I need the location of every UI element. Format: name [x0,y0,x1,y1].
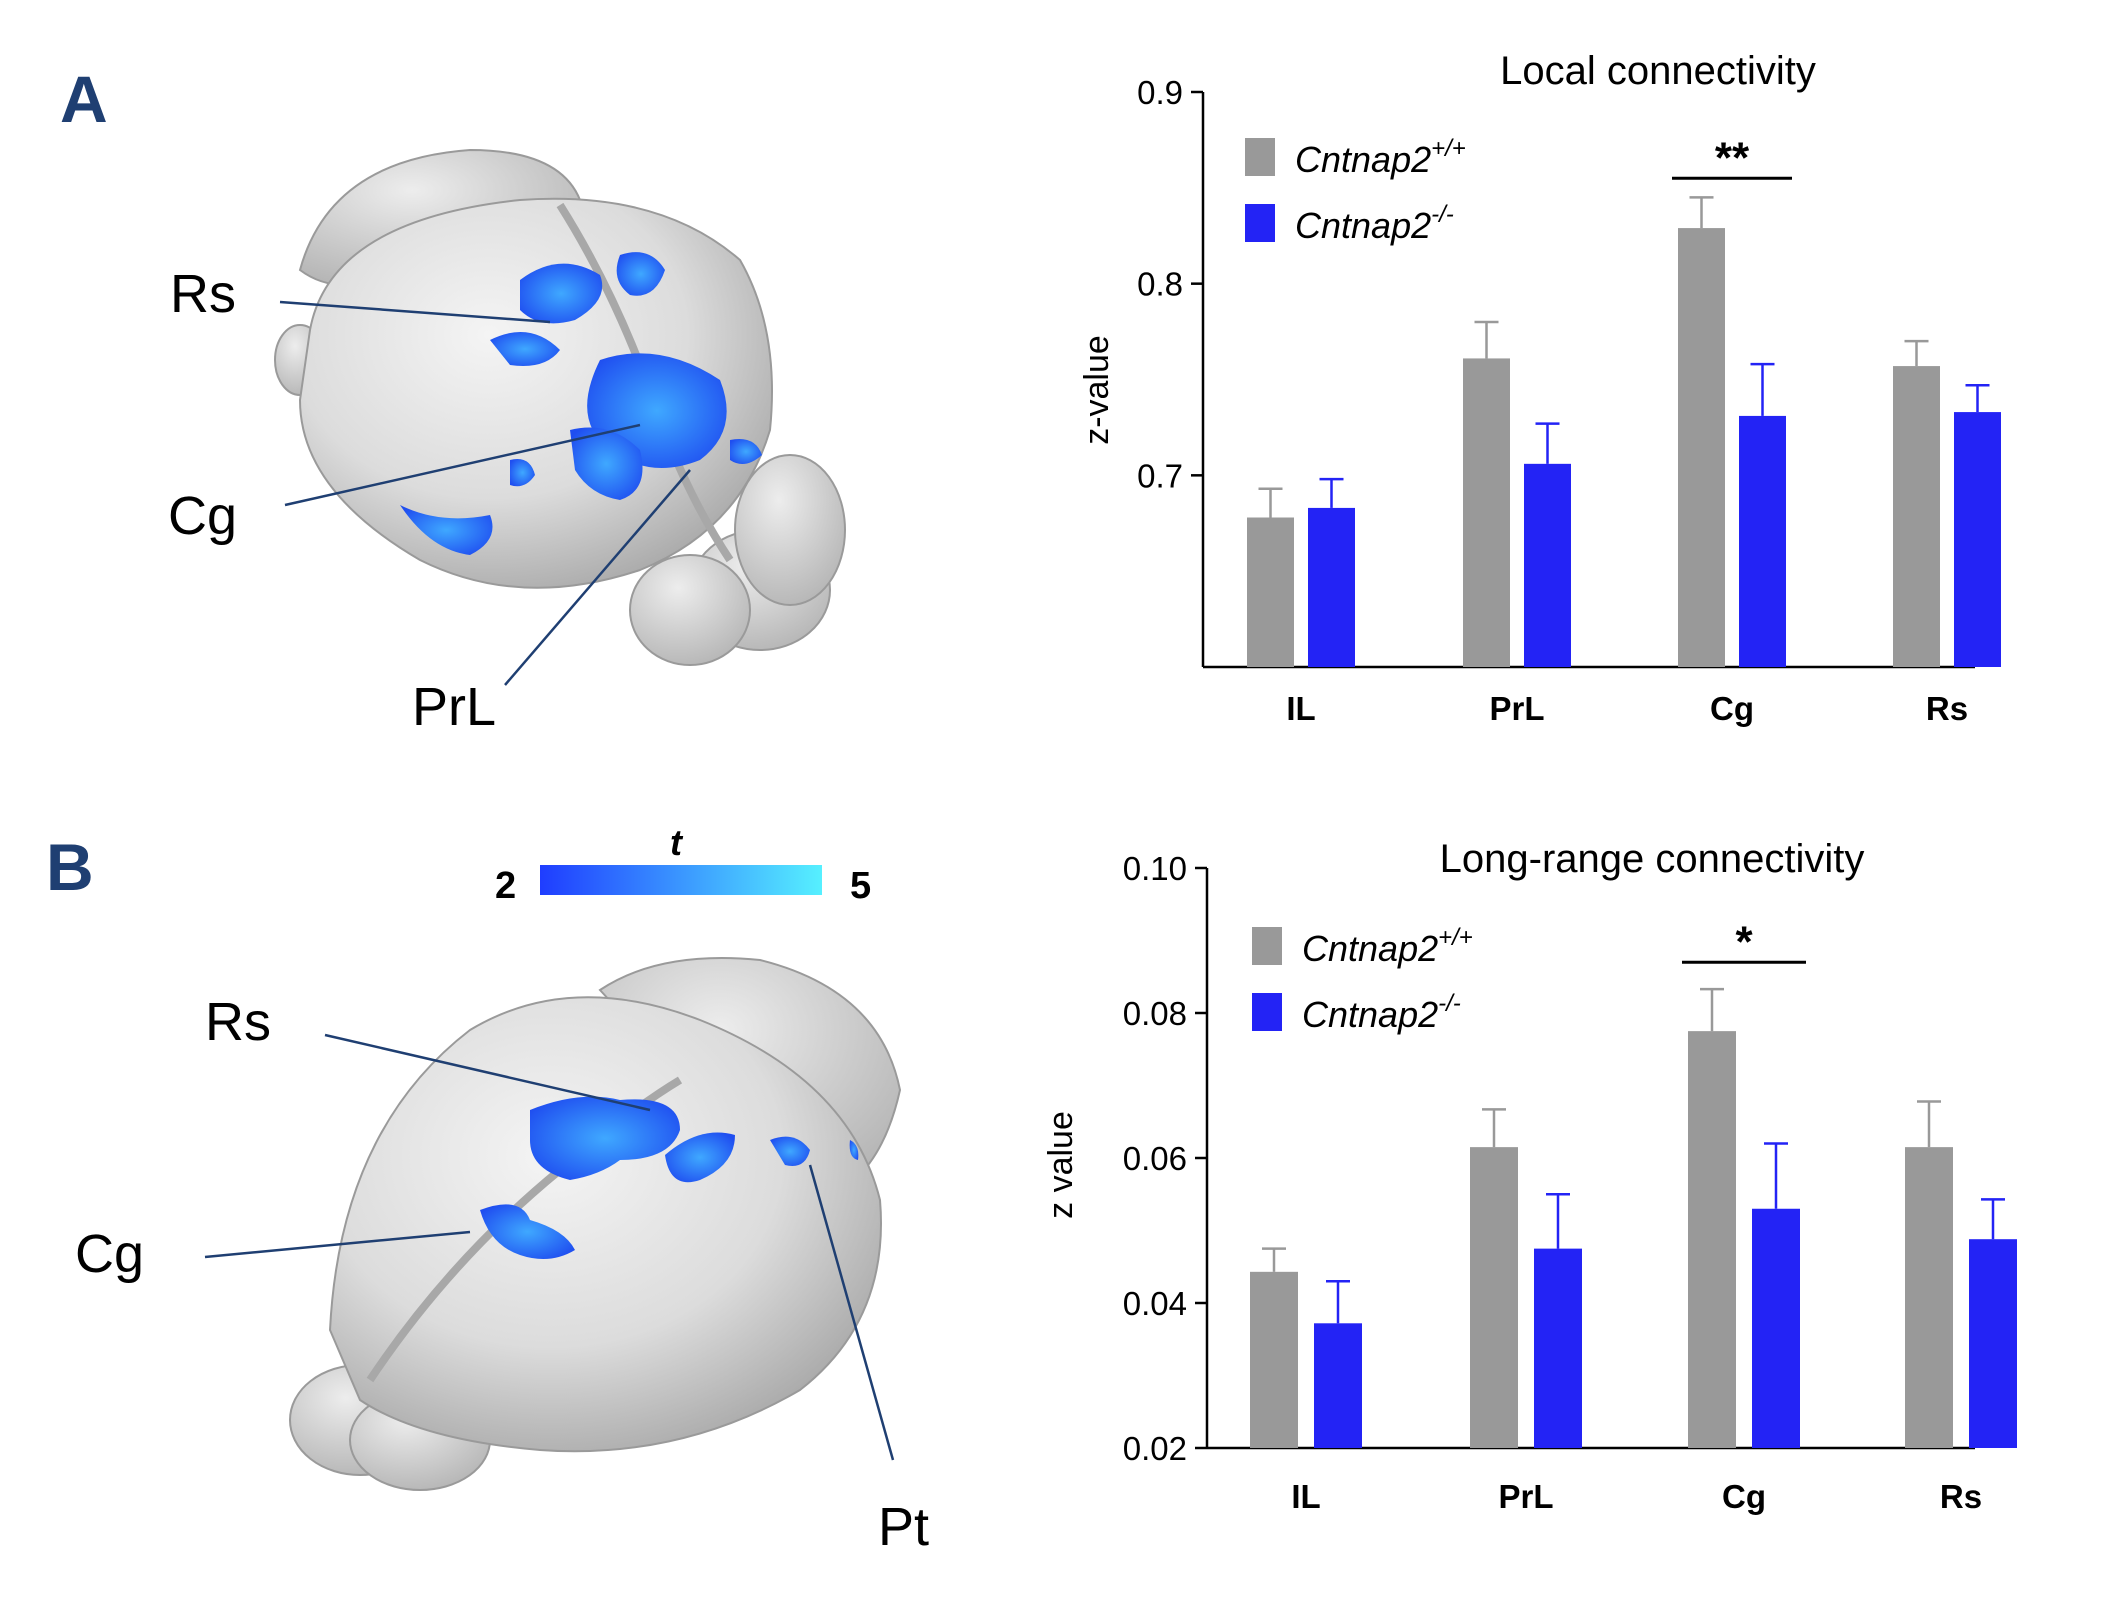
chart-b-bar-wt-rs [1905,1147,1953,1448]
chart-a-bar-ko-cg [1739,415,1786,667]
chart-b-bar-wt-cg [1688,1031,1736,1448]
chart-a-category-label: PrL [1489,690,1544,727]
chart-a-legend-label-ko: Cntnap2-/- [1295,201,1454,246]
chart-b-legend-label-ko: Cntnap2-/- [1302,990,1461,1035]
chart-a-bar-ko-prl [1524,463,1571,667]
chart-b-bar-wt-prl [1470,1147,1518,1448]
colorbar-title: t [670,822,684,863]
chart-a-bar-wt-cg [1678,228,1725,668]
chart-b-legend-swatch-ko [1252,993,1282,1031]
chart-a-bar-wt-il [1247,517,1294,667]
chart-a-legend: Cntnap2+/+ Cntnap2-/- [1245,135,1466,246]
chart-long-range-connectivity: Long-range connectivity z value Cntnap2+… [1042,837,2017,1515]
brain-b-label-rs: Rs [205,992,271,1052]
chart-b-bar-ko-cg [1752,1208,1800,1448]
chart-b-title: Long-range connectivity [1440,837,1865,881]
brain-a-label-rs: Rs [170,264,236,324]
chart-b-ylabel: z value [1042,1111,1080,1219]
chart-a-ytick-label: 0.7 [1137,457,1183,494]
colorbar-max-label: 5 [850,865,871,907]
colorbar-min-label: 2 [495,865,516,907]
chart-a-category-label: Rs [1926,690,1968,727]
chart-a-legend-swatch-ko [1245,204,1275,242]
chart-b-legend-swatch-wt [1252,927,1282,965]
brain-b-label-cg: Cg [75,1224,144,1284]
chart-b-category-label: Rs [1940,1478,1982,1515]
brain-a-label-prl: PrL [412,677,496,737]
chart-local-connectivity: Local connectivity z-value Cntnap2+/+ Cn… [1078,49,2001,727]
chart-b-bar-ko-rs [1969,1239,2017,1448]
chart-a-bar-ko-rs [1954,412,2001,667]
chart-b-category-label: PrL [1498,1478,1553,1515]
chart-a-title: Local connectivity [1500,49,1816,93]
panel-b-letter: B [46,830,94,904]
brain-b-label-pt: Pt [878,1497,929,1557]
panel-a-letter: A [60,62,108,136]
colorbar-gradient [540,865,822,895]
chart-a-bar-wt-prl [1463,358,1510,667]
chart-b-ytick-label: 0.08 [1123,995,1187,1032]
chart-a-category-label: Cg [1710,690,1754,727]
chart-b-ytick-label: 0.06 [1123,1140,1187,1177]
chart-a-significance-label: ** [1715,133,1750,182]
chart-a-legend-label-wt: Cntnap2+/+ [1295,135,1466,180]
chart-a-legend-swatch-wt [1245,138,1275,176]
chart-a-ytick-label: 0.9 [1137,74,1183,111]
chart-b-ytick-label: 0.10 [1123,850,1187,887]
chart-b-category-label: IL [1291,1478,1320,1515]
brain-a-render [274,148,846,686]
chart-a-ylabel: z-value [1078,335,1116,445]
chart-b-bar-ko-prl [1534,1248,1582,1448]
chart-a-ytick-label: 0.8 [1137,266,1183,303]
chart-b-bar-wt-il [1250,1271,1298,1448]
brain-b-render [204,957,902,1491]
chart-a-category-label: IL [1286,690,1315,727]
chart-b-ytick-label: 0.04 [1123,1285,1187,1322]
chart-b-legend: Cntnap2+/+ Cntnap2-/- [1252,924,1473,1035]
chart-b-bar-ko-il [1314,1323,1362,1448]
chart-b-significance-label: * [1735,917,1753,966]
chart-b-ytick-label: 0.02 [1123,1430,1187,1467]
chart-a-bar-ko-il [1308,507,1355,667]
chart-b-legend-label-wt: Cntnap2+/+ [1302,924,1473,969]
chart-b-category-label: Cg [1722,1478,1766,1515]
colorbar: t 2 5 [495,822,871,907]
brain-a-label-cg: Cg [168,486,237,546]
chart-a-bar-wt-rs [1893,366,1940,667]
